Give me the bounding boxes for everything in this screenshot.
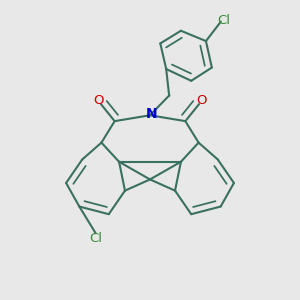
Text: O: O bbox=[93, 94, 104, 107]
Text: Cl: Cl bbox=[217, 14, 230, 27]
Text: N: N bbox=[146, 107, 157, 121]
Text: O: O bbox=[196, 94, 207, 107]
Text: Cl: Cl bbox=[90, 232, 103, 245]
